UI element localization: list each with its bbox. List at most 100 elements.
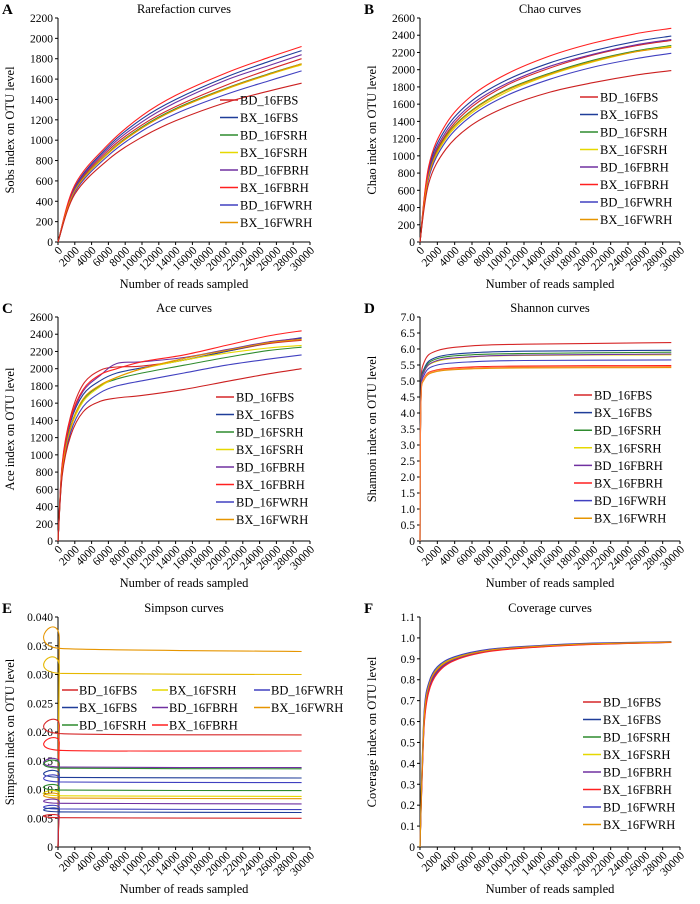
panel-d-y-tick-label: 4.5 [401, 392, 416, 404]
panel-d-legend-label: BX_16FWRH [594, 512, 666, 526]
panel-a-y-tick-label: 1000 [30, 135, 53, 147]
panel-b-series-line [419, 35, 672, 243]
panel-f-series-line [419, 641, 672, 848]
panel-b-title: Chao curves [519, 2, 581, 16]
panel-f-y-tick-label: 0.6 [401, 717, 416, 729]
panel-f-y-tick-label: 0.8 [401, 675, 416, 687]
panel-e-legend-label: BD_16FWRH [271, 684, 343, 698]
panel-c-legend-label: BX_16FBRH [236, 478, 305, 492]
panel-a-x-axis-label: Number of reads sampled [120, 277, 250, 291]
panel-d-y-tick-label: 3.0 [401, 440, 416, 452]
panel-a-y-tick-label: 800 [36, 156, 54, 168]
panel-e-y-tick-label: 0 [47, 842, 53, 854]
panel-d-legend-label: BD_16FBS [594, 389, 652, 403]
panel-d-legend-label: BD_16FSRH [594, 424, 661, 438]
panel-a-series-line [57, 70, 302, 243]
panel-c-y-tick-label: 2200 [30, 346, 53, 358]
panel-f-y-tick-label: 0.5 [401, 737, 416, 749]
panel-e-y-tick-label: 0.035 [27, 641, 53, 653]
panel-d-y-tick-label: 7.0 [401, 312, 416, 324]
panel-b-y-tick-label: 1400 [392, 116, 415, 128]
panel-e-title: Simpson curves [144, 601, 224, 615]
panel-c-title: Ace curves [156, 301, 212, 315]
panel-c-y-tick-label: 0 [47, 536, 53, 548]
panel-e-legend-label: BX_16FWRH [271, 701, 343, 715]
panel-e-y-tick-label: 0.005 [27, 813, 53, 825]
panel-f-series-line [419, 641, 672, 848]
panel-b-legend-label: BX_16FBS [600, 108, 658, 122]
panel-f-y-tick-label: 1.0 [401, 633, 416, 645]
panel-c-y-tick-label: 2400 [30, 329, 53, 341]
panel-a-series-line [57, 54, 302, 243]
panel-f-series-line [419, 641, 672, 848]
panel-b-series-line [419, 46, 672, 243]
panel-a-y-tick-label: 1400 [30, 94, 53, 106]
panel-c-legend-label: BX_16FBS [236, 408, 294, 422]
panel-d-legend-label: BD_16FBRH [594, 459, 663, 473]
panel-a-title: Rarefaction curves [137, 2, 231, 16]
panel-f-legend-label: BX_16FWRH [603, 818, 675, 832]
panel-c-letter: C [2, 301, 13, 317]
panel-d-letter: D [364, 301, 375, 317]
panel-e-series-line [43, 626, 302, 848]
panel-f-y-tick-label: 1.1 [401, 612, 416, 624]
panel-b-legend-label: BD_16FWRH [600, 196, 672, 210]
panel-b-y-tick-label: 2000 [392, 65, 415, 77]
panel-d-legend-label: BD_16FWRH [594, 494, 666, 508]
panel-c-legend-label: BD_16FBS [236, 391, 294, 405]
panel-d-y-tick-label: 5.0 [401, 376, 416, 388]
panel-f-legend-label: BD_16FSRH [603, 731, 670, 745]
panel-f-y-tick-label: 0.3 [401, 779, 416, 791]
panel-e-series-line [43, 792, 302, 848]
panel-e-y-tick-label: 0.020 [27, 727, 53, 739]
panel-e-series-line [43, 807, 302, 848]
panel-e-legend-label: BD_16FSRH [79, 719, 146, 733]
panel-f-legend-label: BD_16FWRH [603, 801, 675, 815]
panel-c-series-line [57, 338, 302, 542]
panel-d-y-tick-label: 1.5 [401, 488, 416, 500]
panel-a-y-tick-label: 2000 [30, 33, 53, 45]
panel-a-y-tick-label: 0 [47, 237, 53, 249]
panel-d-y-axis-label: Shannon index on OTU level [365, 355, 379, 502]
panel-d-legend-label: BX_16FBS [594, 406, 652, 420]
panel-f-y-tick-label: 0.9 [401, 654, 416, 666]
panel-b-legend-label: BD_16FBRH [600, 161, 669, 175]
panel-b-y-tick-label: 600 [398, 185, 416, 197]
panel-c-y-tick-label: 600 [36, 484, 54, 496]
panel-a-legend-label: BD_16FBRH [240, 164, 309, 178]
panel-d-y-tick-label: 6.5 [401, 328, 416, 340]
panel-f-legend-label: BD_16FBRH [603, 766, 672, 780]
panel-d-series-line [419, 366, 672, 542]
panel-b-y-tick-label: 1200 [392, 134, 415, 146]
panel-b-y-tick-label: 0 [409, 237, 415, 249]
panel-b-series-line [419, 70, 672, 243]
panel-f-title: Coverage curves [508, 601, 592, 615]
panel-e-y-tick-label: 0.025 [27, 698, 53, 710]
panel-c-y-tick-label: 2600 [30, 312, 53, 324]
panel-b-y-tick-label: 2600 [392, 13, 415, 25]
panel-b-y-tick-label: 200 [398, 220, 416, 232]
panel-e-legend-label: BX_16FBS [79, 701, 137, 715]
panel-c-legend-label: BD_16FBRH [236, 461, 305, 475]
panel-a-legend-label: BX_16FBS [240, 111, 298, 125]
panel-e-letter: E [2, 601, 12, 617]
panel-e-legend-label: BD_16FBS [79, 684, 137, 698]
panel-c-y-tick-label: 400 [36, 502, 54, 514]
panel-a-legend-label: BD_16FBS [240, 94, 298, 108]
panel-c-series-line [57, 337, 302, 542]
panel-b-series-line [419, 39, 672, 243]
panel-a-series-line [57, 63, 302, 243]
panel-b-y-tick-label: 400 [398, 203, 416, 215]
panel-a-legend-label: BD_16FSRH [240, 129, 307, 143]
panel-e-y-tick-label: 0.040 [27, 612, 53, 624]
panel-c-y-tick-label: 1600 [30, 398, 53, 410]
panel-c-y-tick-label: 1200 [30, 433, 53, 445]
panel-a-legend-label: BD_16FWRH [240, 199, 312, 213]
panel-b-legend-label: BD_16FSRH [600, 126, 667, 140]
panel-e-series-line [43, 783, 302, 848]
panel-a-letter: A [2, 2, 13, 18]
panel-c-y-tick-label: 800 [36, 467, 54, 479]
panel-c-y-tick-label: 2000 [30, 364, 53, 376]
panel-e-series-line [43, 798, 302, 848]
panel-b-y-axis-label: Chao index on OTU level [365, 65, 379, 195]
